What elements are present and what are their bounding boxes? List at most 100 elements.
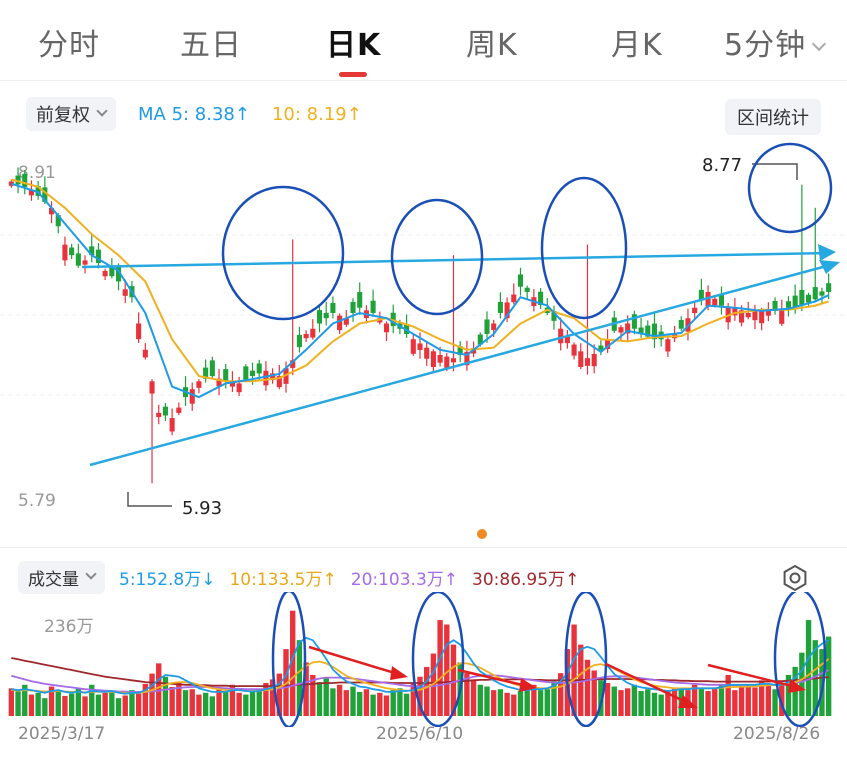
vol-trend-arrow-1-head-icon <box>390 666 408 680</box>
vol-trend-arrow-2-head-icon <box>519 678 537 692</box>
volume-bar <box>390 690 396 716</box>
candle-body <box>243 366 249 380</box>
range-stats-button[interactable]: 区间统计 <box>725 99 821 135</box>
candle-body <box>417 343 423 350</box>
volume-bar <box>511 694 517 716</box>
volume-bar <box>651 692 658 716</box>
volume-bar <box>209 696 216 716</box>
vol-ma20-text: 20:103.3万 <box>350 569 444 590</box>
candle-body <box>263 370 269 386</box>
volume-bar <box>698 688 705 716</box>
resistance-arrow-icon <box>818 244 836 261</box>
vol-trend-arrow-3-head-icon <box>678 695 698 708</box>
candle-body <box>819 291 825 296</box>
volume-bar <box>497 689 504 716</box>
candle-body <box>785 301 792 308</box>
ma5-arrow-icon: ↑ <box>234 103 250 125</box>
tab-daily-k[interactable]: 日K <box>326 28 382 63</box>
candle-body <box>42 187 48 202</box>
resistance-trendline <box>81 251 831 269</box>
volume-bar <box>336 684 343 716</box>
candle-body <box>631 314 637 329</box>
vol-ma20-arrow-icon: ↑ <box>443 569 459 590</box>
volume-bar <box>216 688 222 716</box>
candle-body <box>370 300 376 313</box>
candle-body <box>189 389 195 404</box>
candle-body <box>276 376 282 388</box>
chevron-down-icon <box>812 36 827 52</box>
volume-bar <box>383 695 390 716</box>
volume-bar <box>745 684 751 716</box>
date-label-mid: 2025/6/10 <box>376 724 464 744</box>
price-indicator-row: 前复权 MA 5: 8.38↑ 10: 8.19↑ <box>26 97 362 131</box>
candle-body <box>196 381 202 388</box>
volume-bar <box>671 687 678 716</box>
tab-intraday[interactable]: 分时 <box>38 28 100 63</box>
volume-bar <box>8 688 15 716</box>
candlestick-chart[interactable]: 8.91 5.79 8.77 5.93 <box>0 140 847 520</box>
tab-weekly-k[interactable]: 周K <box>466 28 518 63</box>
volume-bar <box>48 686 55 716</box>
volume-bar <box>115 698 122 716</box>
candle-body <box>149 381 155 394</box>
candle-body <box>383 323 390 333</box>
candle-body <box>812 287 818 300</box>
volume-bar <box>202 692 209 716</box>
volume-bar <box>732 690 738 716</box>
candle-body <box>437 355 443 363</box>
volume-bar <box>196 694 202 716</box>
vol-ma30-value: 30:86.95万↑ <box>472 565 579 590</box>
candle-body <box>69 247 75 256</box>
volume-chart[interactable]: 236万 <box>0 592 847 727</box>
candle-body <box>109 266 115 277</box>
volume-bar <box>484 686 490 716</box>
candle-body <box>330 303 336 313</box>
volume-bar <box>611 686 617 716</box>
support-trendline <box>89 262 835 467</box>
volume-bar <box>825 636 832 716</box>
support-arrow-icon <box>819 260 840 274</box>
vol-ma10-arrow-icon: ↑ <box>322 569 337 590</box>
candle-body <box>698 289 704 300</box>
volume-bar <box>42 698 48 716</box>
volume-bar <box>477 684 483 716</box>
volume-indicator-dropdown[interactable]: 成交量 <box>18 560 105 594</box>
volume-bar <box>598 680 604 716</box>
vol-ma5-line <box>11 636 830 695</box>
volume-bar <box>343 690 349 716</box>
ma10-arrow-icon: ↑ <box>346 103 362 125</box>
candle-body <box>89 246 95 256</box>
vol-annotation-circle-2 <box>411 592 465 727</box>
volume-bar <box>558 673 564 716</box>
adjust-mode-dropdown[interactable]: 前复权 <box>26 97 116 131</box>
date-label-end: 2025/8/26 <box>733 724 821 744</box>
page-indicator-dot[interactable] <box>477 529 487 539</box>
candle-body <box>571 344 577 356</box>
candle-body <box>725 306 731 323</box>
vol-annotation-circle-4 <box>773 592 827 727</box>
ma10-text: 10: 8.19 <box>271 103 347 125</box>
candle-body <box>765 310 771 316</box>
tab-monthly-k[interactable]: 月K <box>611 28 663 63</box>
volume-bar <box>75 688 82 716</box>
volume-bar <box>752 687 758 716</box>
candle-body <box>718 294 725 306</box>
candle-body <box>444 356 450 369</box>
vol-annotation-circle-3 <box>564 592 608 727</box>
candle-body <box>35 185 41 196</box>
settings-gear-icon[interactable] <box>781 564 809 592</box>
candle-body <box>430 351 436 368</box>
candle-body <box>504 302 510 319</box>
volume-indicator-label: 成交量 <box>28 569 79 590</box>
vol-ma30-line <box>11 657 829 687</box>
price-axis-min-label: 5.79 <box>18 491 56 511</box>
tab-five-day[interactable]: 五日 <box>180 28 242 63</box>
vol-trend-arrow-1 <box>308 645 399 676</box>
volume-bar <box>772 689 778 716</box>
tab-five-minute[interactable]: 5分钟 <box>724 20 827 64</box>
candle-body <box>464 351 470 366</box>
max-price-label: 8.77 <box>702 155 742 176</box>
annotation-circle-2 <box>390 198 484 316</box>
candle-body <box>122 289 128 296</box>
candle-body <box>216 378 222 387</box>
